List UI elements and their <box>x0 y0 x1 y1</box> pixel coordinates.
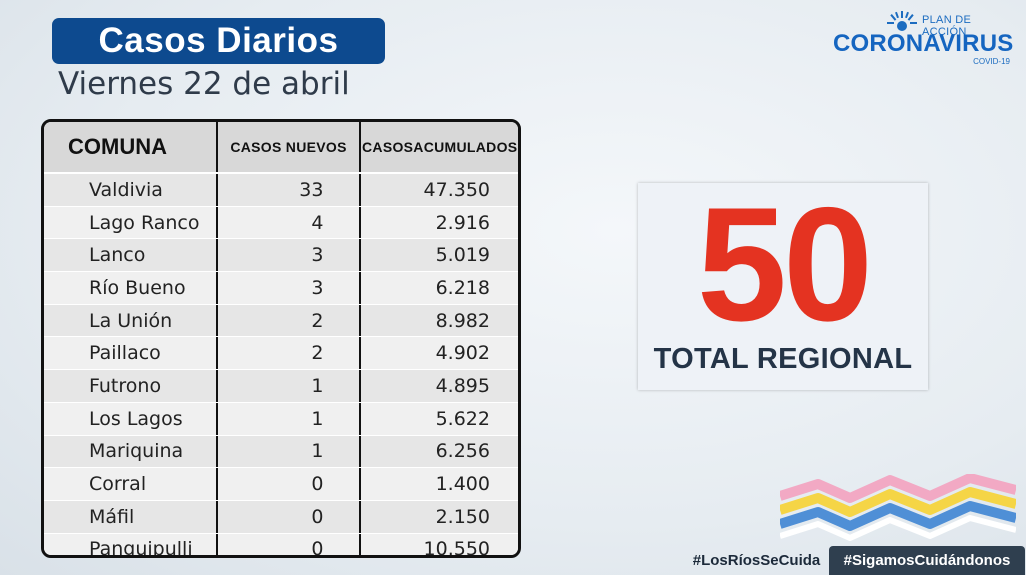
title-banner: Casos Diarios <box>52 18 385 64</box>
cell-acumulados: 47.350 <box>359 174 518 206</box>
stripe-yellow <box>780 487 1016 517</box>
cell-nuevos: 2 <box>215 337 360 370</box>
table-row: Río Bueno 3 6.218 <box>44 272 518 305</box>
hashtag-sigamos: #SigamosCuidándonos <box>829 546 1025 575</box>
cell-acumulados: 1.400 <box>359 468 518 500</box>
cases-table: COMUNA CASOS NUEVOS CASOS ACUMULADOS Val… <box>41 119 521 558</box>
logo-covid-text: COVID-19 <box>973 57 1010 66</box>
header-acumulados-line2: ACUMULADOS <box>413 139 518 155</box>
table-row: Lago Ranco 4 2.916 <box>44 206 518 240</box>
cell-nuevos: 3 <box>215 239 360 272</box>
cell-nuevos: 0 <box>215 500 360 533</box>
table-body: Valdivia 33 47.350 Lago Ranco 4 2.916 Lanco 3 5.… <box>44 174 518 558</box>
coronavirus-logo: PLAN DE ACCIÓN CORONAVIRUS COVID-19 <box>830 10 1014 70</box>
table-row: Corral 0 1.400 <box>44 468 518 501</box>
cell-comuna: Panguipulli <box>89 538 193 558</box>
table-row: Mariquina 1 6.256 <box>44 435 518 469</box>
table-row: Panguipulli 0 10.550 <box>44 533 518 558</box>
table-header: COMUNA CASOS NUEVOS CASOS ACUMULADOS <box>44 122 518 174</box>
cell-nuevos: 2 <box>215 304 360 337</box>
cell-nuevos: 0 <box>215 468 360 500</box>
cell-nuevos: 33 <box>215 174 360 206</box>
header-acumulados-line1: CASOS <box>362 139 414 155</box>
stripe-white <box>780 515 1016 541</box>
cell-acumulados: 5.622 <box>359 402 518 435</box>
sunburst-icon <box>887 11 917 31</box>
cell-comuna: Futrono <box>89 374 162 397</box>
cell-acumulados: 8.982 <box>359 304 518 337</box>
cell-acumulados: 4.895 <box>359 370 518 402</box>
total-regional-box: 50 TOTAL REGIONAL <box>638 183 928 390</box>
table-row: Máfil 0 2.150 <box>44 500 518 534</box>
table-row: Paillaco 2 4.902 <box>44 337 518 371</box>
cell-comuna: Mariquina <box>89 440 184 463</box>
cell-acumulados: 5.019 <box>359 239 518 272</box>
los-rios-stripes-logo <box>780 474 1016 541</box>
cell-acumulados: 6.256 <box>359 435 518 468</box>
table-row: Valdivia 33 47.350 <box>44 174 518 207</box>
cell-comuna: Lago Ranco <box>89 211 200 234</box>
stripe-blue <box>780 501 1016 531</box>
cell-comuna: Los Lagos <box>89 407 183 430</box>
cell-comuna: Paillaco <box>89 342 161 365</box>
table-row: La Unión 2 8.982 <box>44 304 518 338</box>
header-nuevos: CASOS NUEVOS <box>215 122 360 172</box>
stripe-pink <box>780 474 1016 503</box>
cell-acumulados: 6.218 <box>359 272 518 304</box>
logo-name-text: CORONAVIRUS <box>833 30 1014 57</box>
cell-nuevos: 1 <box>215 435 360 468</box>
cell-nuevos: 4 <box>215 206 360 239</box>
table-row: Los Lagos 1 5.622 <box>44 402 518 436</box>
header-acumulados: CASOS ACUMULADOS <box>359 122 518 172</box>
page-title: Casos Diarios <box>98 21 339 60</box>
logo-plan-text: PLAN DE ACCIÓN <box>922 14 972 38</box>
header-comuna: COMUNA <box>68 134 167 159</box>
cell-acumulados: 4.902 <box>359 337 518 370</box>
cell-nuevos: 1 <box>215 370 360 402</box>
total-label: TOTAL REGIONAL <box>653 343 913 375</box>
cell-nuevos: 1 <box>215 402 360 435</box>
cell-comuna: La Unión <box>89 309 173 332</box>
total-number: 50 <box>696 174 873 355</box>
cell-nuevos: 0 <box>215 533 360 555</box>
table-row: Lanco 3 5.019 <box>44 239 518 273</box>
date-subtitle: Viernes 22 de abril <box>58 66 350 102</box>
cell-acumulados: 2.150 <box>359 500 518 533</box>
cell-nuevos: 3 <box>215 272 360 304</box>
cell-comuna: Máfil <box>89 505 135 528</box>
table-row: Futrono 1 4.895 <box>44 370 518 403</box>
cell-acumulados: 2.916 <box>359 206 518 239</box>
hashtag-los-rios: #LosRíosSeCuida <box>692 552 821 569</box>
cell-comuna: Valdivia <box>89 178 163 201</box>
cell-comuna: Lanco <box>89 244 146 267</box>
cell-comuna: Corral <box>89 473 147 496</box>
cell-comuna: Río Bueno <box>89 276 186 299</box>
cell-acumulados: 10.550 <box>359 533 518 555</box>
